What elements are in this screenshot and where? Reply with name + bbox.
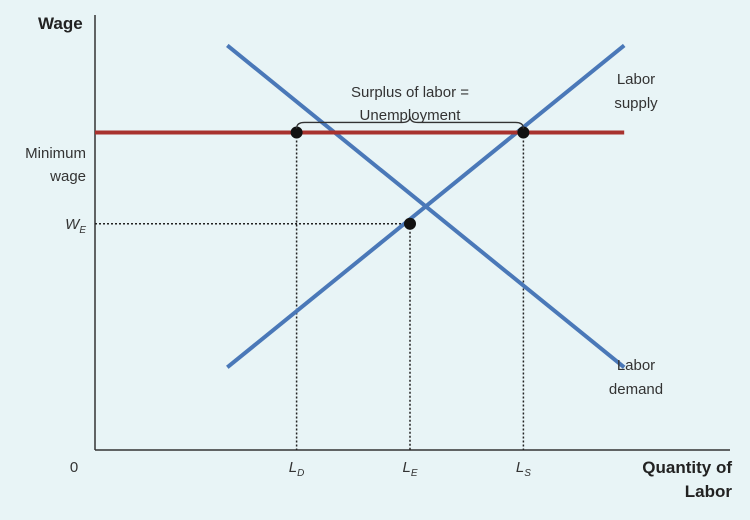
l-d-tick-label: LD bbox=[289, 459, 305, 479]
l-e-tick-label: LE bbox=[402, 459, 417, 479]
y-axis-title: Wage bbox=[38, 14, 83, 33]
minimum-wage-tick-label-line1: Minimum bbox=[25, 145, 86, 162]
x-axis-title-line2: Labor bbox=[685, 482, 733, 501]
labor-demand-label-line2: demand bbox=[609, 381, 663, 398]
labor-demand-label-line1: Labor bbox=[617, 357, 655, 374]
equilibrium-point bbox=[404, 217, 416, 230]
l-d-tick-sub: D bbox=[297, 468, 304, 479]
equilibrium-wage-tick-label: WE bbox=[65, 216, 86, 236]
labor-supply-label-line1: Labor bbox=[617, 71, 655, 88]
equilibrium-wage-tick-main: W bbox=[65, 216, 81, 233]
labor-demand-line bbox=[226, 43, 626, 369]
minimum-wage-tick-label-line2: wage bbox=[49, 168, 86, 185]
l-s-tick-label: LS bbox=[516, 459, 531, 479]
l-s-tick-main: L bbox=[516, 459, 524, 476]
l-d-tick-main: L bbox=[289, 459, 297, 476]
surplus-annotation-line1: Surplus of labor = bbox=[351, 84, 469, 101]
labor-supply-label-line2: supply bbox=[614, 95, 658, 112]
surplus-annotation-line2: Unemployment bbox=[360, 107, 462, 124]
l-e-tick-sub: E bbox=[411, 468, 418, 479]
l-e-tick-main: L bbox=[402, 459, 410, 476]
origin-label: 0 bbox=[70, 459, 78, 476]
quantity-supplied-point bbox=[517, 126, 530, 139]
quantity-demanded-point bbox=[290, 126, 303, 139]
surplus-brace bbox=[295, 116, 525, 129]
equilibrium-wage-tick-sub: E bbox=[79, 225, 86, 236]
l-s-tick-sub: S bbox=[524, 468, 531, 479]
x-axis-title-line1: Quantity of bbox=[642, 458, 732, 477]
